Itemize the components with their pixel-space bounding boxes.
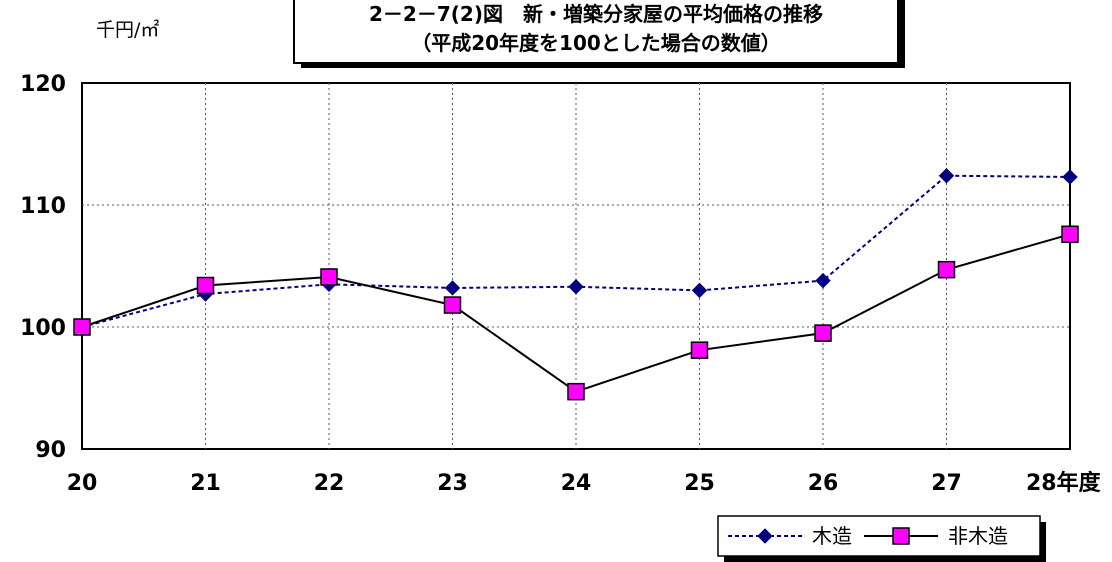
data-point-marker — [814, 324, 832, 342]
data-point-marker — [443, 296, 462, 314]
x-axis-ticks: 20 21 22 23 24 25 26 27 28年度 — [67, 470, 1102, 496]
x-tick-label: 26 — [808, 471, 839, 496]
legend-marker — [892, 527, 910, 545]
data-point-marker — [196, 276, 215, 295]
data-point-marker — [1061, 225, 1079, 244]
data-point-marker — [1062, 169, 1078, 185]
x-tick-label: 24 — [561, 471, 592, 496]
data-point-marker — [444, 280, 461, 296]
y-tick-label: 110 — [20, 194, 66, 219]
x-tick-label: 20 — [67, 471, 98, 496]
chart-title-line1: 2－2－7(2)図 新・増築分家屋の平均価格の推移 — [369, 2, 823, 26]
series-2 — [73, 225, 1079, 401]
chart-title-line2: （平成20年度を100とした場合の数値） — [411, 31, 781, 55]
data-point-marker — [937, 260, 956, 279]
chart-title: 2－2－7(2)図 新・増築分家屋の平均価格の推移 （平成20年度を100とした… — [293, 0, 905, 68]
y-axis-ticks: 90 100 110 120 — [20, 72, 66, 463]
y-tick-label: 120 — [20, 72, 66, 97]
x-tick-label: 28年度 — [1026, 470, 1102, 496]
legend-item: 非木造 — [864, 524, 1008, 548]
series-layer — [73, 168, 1079, 401]
legend-label: 木造 — [812, 524, 852, 548]
title-box — [293, 0, 899, 64]
x-tick-label: 25 — [684, 471, 715, 496]
data-point-marker — [320, 268, 338, 286]
y-axis-unit-label: 千円/㎡ — [96, 18, 159, 41]
data-point-marker — [691, 282, 708, 299]
data-point-marker — [690, 341, 709, 359]
data-point-marker — [568, 279, 584, 295]
legend-label: 非木造 — [948, 524, 1008, 548]
legend: 木造 非木造 — [717, 515, 1046, 562]
legend-items: 木造 非木造 — [728, 524, 1008, 548]
legend-marker — [757, 528, 773, 544]
y-tick-label: 90 — [35, 438, 66, 463]
data-point-marker — [567, 382, 585, 401]
x-tick-label: 22 — [314, 471, 345, 496]
x-tick-label: 27 — [931, 471, 962, 496]
data-point-marker — [73, 318, 91, 336]
x-tick-label: 21 — [190, 471, 221, 496]
x-tick-label: 23 — [437, 471, 468, 496]
y-tick-label: 100 — [20, 316, 66, 341]
data-point-marker — [815, 272, 831, 289]
data-point-marker — [938, 168, 955, 184]
legend-item: 木造 — [728, 524, 852, 548]
